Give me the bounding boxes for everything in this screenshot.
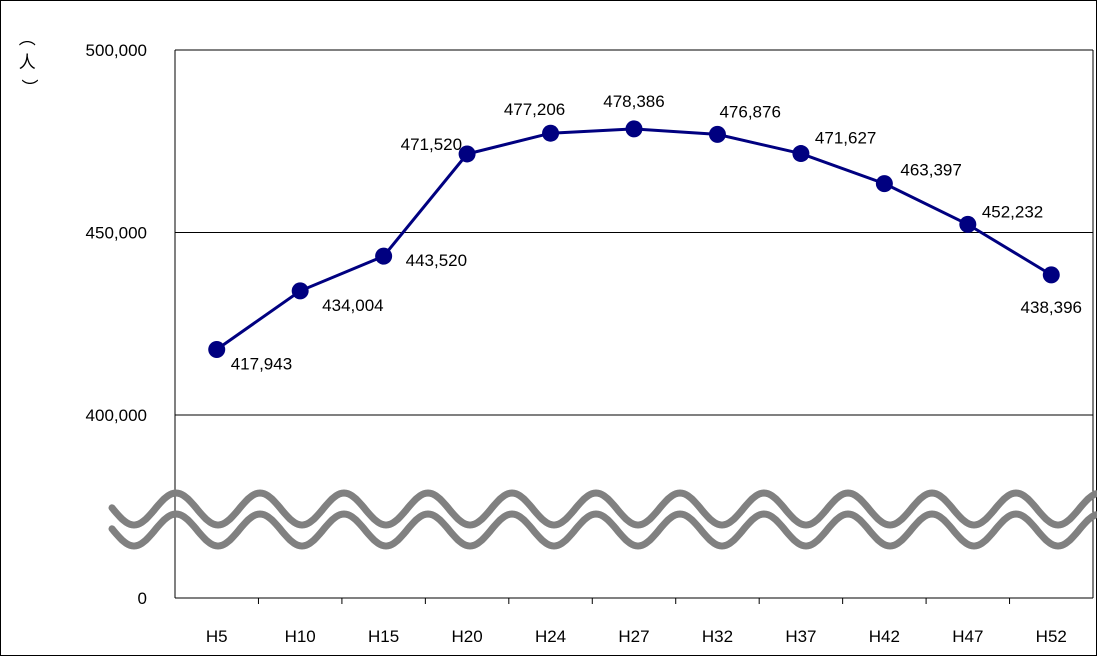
- data-point-H15: [375, 247, 393, 265]
- data-point-H42: [875, 175, 893, 193]
- break-wave-2: [108, 510, 1097, 550]
- axis-break-waves: [108, 489, 1097, 550]
- data-point-H24: [542, 124, 560, 142]
- y-tick-label: 450,000: [86, 224, 147, 243]
- grid-lines: [175, 49, 1094, 598]
- x-tick-label: H27: [618, 627, 649, 646]
- data-label-H5: 417,943: [231, 355, 292, 374]
- axes: [174, 50, 1093, 604]
- y-tick-label: 0: [138, 589, 147, 608]
- data-point-H37: [792, 145, 810, 163]
- data-point-H20: [458, 145, 476, 163]
- y-tick-labels: 500,000 450,000 400,000 0: [86, 41, 147, 608]
- data-label-H15: 443,520: [406, 251, 467, 270]
- data-label-H37: 471,627: [815, 129, 876, 148]
- x-tick-labels: H5 H10 H15 H20 H24 H27 H32 H37 H42 H47 H52: [206, 627, 1067, 646]
- data-label-H32: 476,876: [719, 102, 780, 121]
- data-point-H47: [959, 215, 977, 233]
- x-tick-label: H37: [785, 627, 816, 646]
- data-points: [208, 120, 1060, 359]
- data-label-H42: 463,397: [900, 161, 961, 180]
- x-tick-label: H20: [451, 627, 482, 646]
- x-tick-label: H42: [869, 627, 900, 646]
- data-labels: 417,943 434,004 443,520 471,520 477,206 478,3…: [231, 92, 1082, 374]
- data-point-H10: [291, 282, 309, 300]
- data-label-H10: 434,004: [322, 296, 383, 315]
- data-point-H32: [708, 125, 726, 143]
- x-tick-label: H52: [1036, 627, 1067, 646]
- break-wave-1: [108, 489, 1097, 529]
- data-label-H24: 477,206: [504, 100, 565, 119]
- y-tick-label: 400,000: [86, 406, 147, 425]
- y-unit-label: ︵ 人 ︶: [19, 29, 41, 99]
- x-tick-label: H5: [206, 627, 228, 646]
- data-label-H20: 471,520: [401, 135, 462, 154]
- x-tick-label: H10: [285, 627, 316, 646]
- y-tick-label: 500,000: [86, 41, 147, 60]
- x-tick-label: H15: [368, 627, 399, 646]
- data-point-H52: [1042, 266, 1060, 284]
- data-point-H5: [208, 341, 226, 359]
- data-point-H27: [625, 120, 643, 138]
- x-tick-label: H47: [952, 627, 983, 646]
- x-tick-label: H24: [535, 627, 566, 646]
- y-unit-paren-close: ︶: [22, 79, 39, 99]
- data-label-H47: 452,232: [982, 202, 1043, 221]
- data-label-H27: 478,386: [603, 92, 664, 111]
- y-unit-paren-open: ︵: [19, 29, 36, 49]
- data-label-H52: 438,396: [1021, 298, 1082, 317]
- y-unit-text: 人: [19, 53, 36, 73]
- x-tick-label: H32: [702, 627, 733, 646]
